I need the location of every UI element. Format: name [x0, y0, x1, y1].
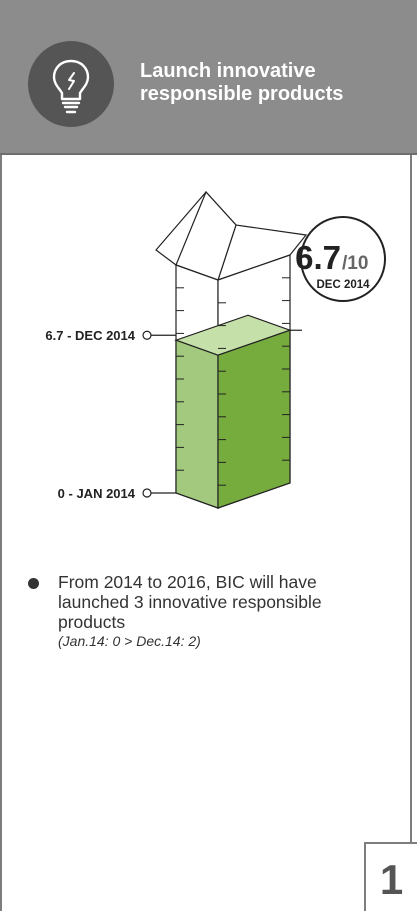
marker-label: 6.7 - DEC 2014 — [45, 328, 135, 343]
fill-right-face — [217, 329, 291, 509]
value-max: /10 — [342, 253, 368, 274]
header-title-line2: responsible products — [140, 83, 344, 105]
page-number: 1 — [364, 842, 417, 911]
header-banner: Launch innovative responsible products — [0, 0, 417, 155]
note: From 2014 to 2016, BIC will have launche… — [28, 572, 368, 650]
value-badge — [300, 216, 386, 302]
header-title-line1: Launch innovative — [140, 60, 316, 82]
value-main: 6.7 — [295, 239, 341, 276]
note-text: From 2014 to 2016, BIC will have launche… — [58, 572, 322, 632]
lightbulb-icon — [28, 41, 114, 127]
marker-dot — [142, 330, 152, 340]
note-subtext: (Jan.14: 0 > Dec.14: 2) — [58, 633, 201, 649]
progress-chart: 6.7 - DEC 2014 0 - JAN 2014 6.7 /10 DEC 2… — [45, 190, 386, 509]
header-title: Launch innovative responsible products — [140, 60, 410, 106]
bullet-icon — [28, 578, 39, 589]
value-date: DEC 2014 — [316, 279, 370, 291]
marker-dot — [142, 488, 152, 498]
marker-label: 0 - JAN 2014 — [58, 486, 136, 501]
